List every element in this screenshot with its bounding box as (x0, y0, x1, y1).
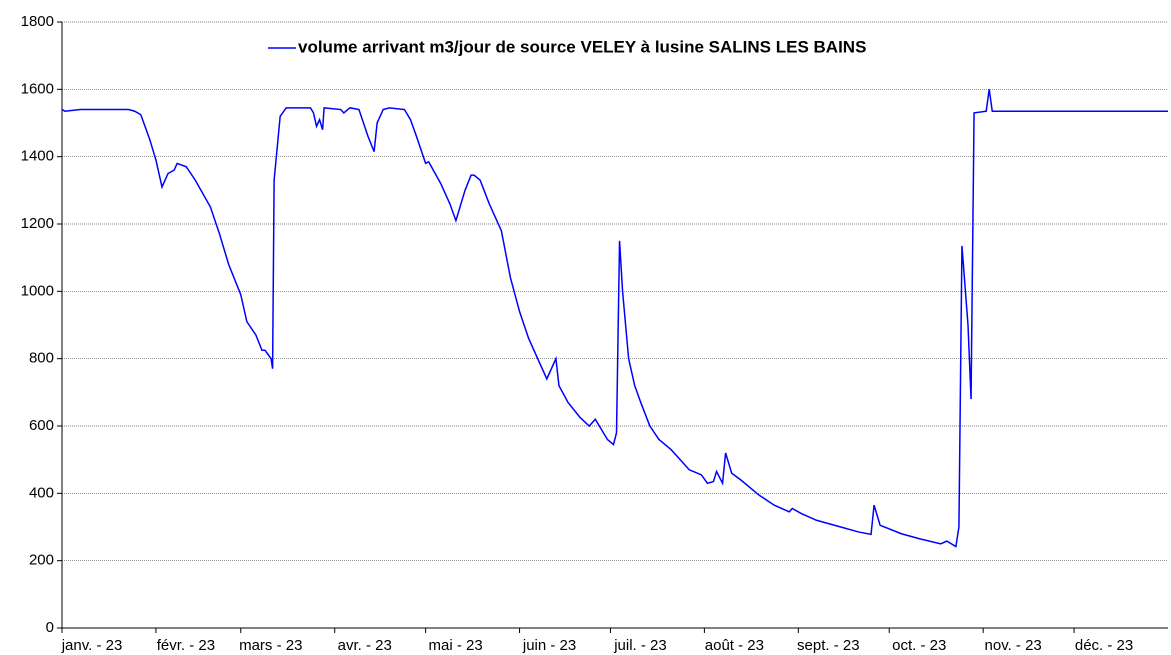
y-tick-label: 600 (29, 417, 54, 434)
series-line (61, 89, 1168, 548)
x-tick-label: avr. - 23 (338, 637, 392, 654)
y-tick-label: 1200 (21, 215, 54, 232)
x-tick-label: mai - 23 (429, 637, 483, 654)
x-tick-label: févr. - 23 (157, 637, 215, 654)
y-tick-label: 1800 (21, 13, 54, 30)
y-tick-label: 1600 (21, 80, 54, 97)
y-tick-label: 800 (29, 350, 54, 367)
x-tick-label: juin - 23 (522, 637, 576, 654)
x-tick-label: déc. - 23 (1075, 637, 1133, 654)
legend-label: volume arrivant m3/jour de source VELEY … (298, 37, 866, 56)
y-tick-label: 200 (29, 552, 54, 569)
x-tick-label: janv. - 23 (61, 637, 123, 654)
x-tick-label: oct. - 23 (892, 637, 946, 654)
y-tick-label: 1000 (21, 282, 54, 299)
x-tick-label: nov. - 23 (985, 637, 1042, 654)
x-tick-label: mars - 23 (239, 637, 302, 654)
x-tick-label: août - 23 (705, 637, 764, 654)
x-tick-label: sept. - 23 (797, 637, 860, 654)
x-tick-label: juil. - 23 (613, 637, 667, 654)
y-tick-label: 0 (46, 619, 54, 636)
y-tick-label: 1400 (21, 148, 54, 165)
y-tick-label: 400 (29, 484, 54, 501)
